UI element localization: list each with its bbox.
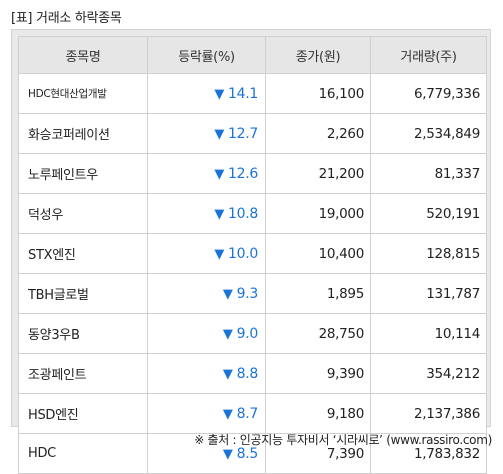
change-rate-value: 8.7 (236, 405, 259, 422)
close-price: 2,260 (265, 113, 371, 154)
trade-volume: 6,779,336 (370, 73, 487, 114)
change-rate: ▼ 8.7 (147, 393, 266, 434)
close-price: 9,180 (265, 393, 371, 434)
stock-name: HDC (18, 433, 148, 474)
stock-name: HSD엔진 (18, 393, 148, 434)
change-rate: ▼ 14.1 (147, 73, 266, 114)
change-rate: ▼ 12.7 (147, 113, 266, 154)
down-arrow-icon: ▼ (214, 206, 225, 222)
column-header-rate: 등락률(%) (147, 36, 266, 74)
stock-name: 화승코퍼레이션 (18, 113, 148, 154)
change-rate-value: 8.8 (236, 365, 259, 382)
column-header-volume: 거래량(주) (370, 36, 487, 74)
trade-volume: 2,534,849 (370, 113, 487, 154)
change-rate-value: 9.3 (236, 285, 259, 302)
close-price: 9,390 (265, 353, 371, 394)
close-price: 19,000 (265, 193, 371, 234)
trade-volume: 81,337 (370, 153, 487, 194)
change-rate: ▼ 12.6 (147, 153, 266, 194)
change-rate-value: 10.8 (228, 205, 258, 222)
change-rate-value: 12.7 (228, 125, 258, 142)
column-header-close: 종가(원) (265, 36, 371, 74)
trade-volume: 354,212 (370, 353, 487, 394)
change-rate: ▼ 8.8 (147, 353, 266, 394)
table-row: 동양3우B ▼ 9.0 28,750 10,114 (18, 313, 487, 354)
change-rate: ▼ 10.8 (147, 193, 266, 234)
down-arrow-icon: ▼ (222, 366, 233, 382)
trade-volume: 128,815 (370, 233, 487, 274)
change-rate: ▼ 10.0 (147, 233, 266, 274)
stock-name: 조광페인트 (18, 353, 148, 394)
change-rate-value: 14.1 (228, 85, 258, 102)
stock-name: 덕성우 (18, 193, 148, 234)
close-price: 10,400 (265, 233, 371, 274)
change-rate: ▼ 9.3 (147, 273, 266, 314)
declining-stocks-table: 종목명 등락률(%) 종가(원) 거래량(주) HDC현대산업개발 ▼ 14.1 16… (18, 36, 487, 474)
down-arrow-icon: ▼ (222, 446, 233, 462)
change-rate-value: 9.0 (236, 325, 259, 342)
down-arrow-icon: ▼ (222, 326, 233, 342)
change-rate-value: 12.6 (228, 165, 258, 182)
source-note: ※ 출처 : 인공지능 투자비서 ‘시라씨로’ (www.rassiro.com… (194, 433, 492, 447)
table-row: 조광페인트 ▼ 8.8 9,390 354,212 (18, 353, 487, 394)
table-row: 노루페인트우 ▼ 12.6 21,200 81,337 (18, 153, 487, 194)
table-panel: 종목명 등락률(%) 종가(원) 거래량(주) HDC현대산업개발 ▼ 14.1 16… (11, 29, 491, 474)
down-arrow-icon: ▼ (214, 86, 225, 102)
down-arrow-icon: ▼ (214, 246, 225, 262)
close-price: 21,200 (265, 153, 371, 194)
trade-volume: 10,114 (370, 313, 487, 354)
change-rate: ▼ 9.0 (147, 313, 266, 354)
down-arrow-icon: ▼ (214, 166, 225, 182)
trade-volume: 2,137,386 (370, 393, 487, 434)
stock-name: TBH글로벌 (18, 273, 148, 314)
table-row: 화승코퍼레이션 ▼ 12.7 2,260 2,534,849 (18, 113, 487, 154)
change-rate-value: 10.0 (228, 245, 258, 262)
table-header-row: 종목명 등락률(%) 종가(원) 거래량(주) (18, 36, 487, 74)
table-row: 덕성우 ▼ 10.8 19,000 520,191 (18, 193, 487, 234)
down-arrow-icon: ▼ (214, 126, 225, 142)
trade-volume: 131,787 (370, 273, 487, 314)
close-price: 16,100 (265, 73, 371, 114)
stock-name: HDC현대산업개발 (18, 73, 148, 114)
close-price: 28,750 (265, 313, 371, 354)
down-arrow-icon: ▼ (222, 286, 233, 302)
close-price: 1,895 (265, 273, 371, 314)
table-row: TBH글로벌 ▼ 9.3 1,895 131,787 (18, 273, 487, 314)
stock-name: STX엔진 (18, 233, 148, 274)
table-row: STX엔진 ▼ 10.0 10,400 128,815 (18, 233, 487, 274)
column-header-name: 종목명 (18, 36, 148, 74)
stock-name: 노루페인트우 (18, 153, 148, 194)
table-row: HDC현대산업개발 ▼ 14.1 16,100 6,779,336 (18, 73, 487, 114)
down-arrow-icon: ▼ (222, 406, 233, 422)
trade-volume: 520,191 (370, 193, 487, 234)
table-row: HSD엔진 ▼ 8.7 9,180 2,137,386 (18, 393, 487, 434)
stock-name: 동양3우B (18, 313, 148, 354)
page-title: [표] 거래소 하락종목 (11, 11, 122, 26)
